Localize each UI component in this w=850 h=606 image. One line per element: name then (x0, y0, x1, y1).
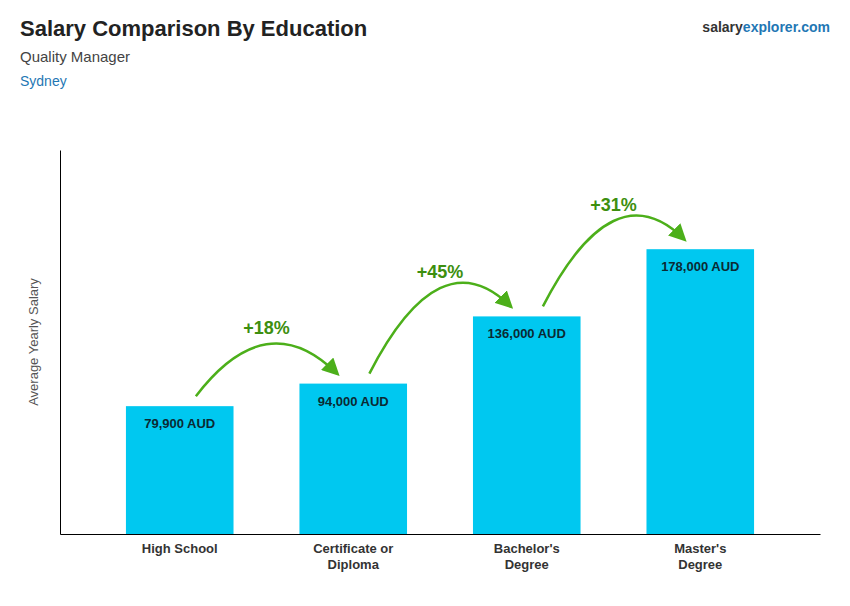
x-tick-label-line: Degree (678, 557, 722, 572)
data-label: 178,000 AUD (661, 259, 739, 274)
data-label: 136,000 AUD (488, 326, 566, 341)
y-axis-label: Average Yearly Salary (26, 278, 41, 406)
watermark-text: salary (702, 19, 743, 35)
change-arrows: +18% +45% +31% (196, 195, 684, 396)
x-tick: Master'sDegree (674, 541, 726, 572)
x-tick-label-line: Bachelor's (494, 541, 560, 556)
bar (126, 406, 234, 534)
watermark: salaryexplorer.com (702, 19, 830, 35)
change-arrow (196, 343, 337, 396)
bars (126, 249, 754, 534)
title: Salary Comparison By Education (20, 16, 367, 41)
x-axis-line (61, 534, 821, 535)
x-axis: High School Certificate orDiploma Bachelor… (61, 535, 821, 572)
x-tick-label: Bachelor'sDegree (494, 541, 560, 572)
x-tick: Certificate orDiploma (313, 541, 393, 572)
x-tick-label: High School (142, 541, 218, 556)
subtitle: Quality Manager (20, 48, 130, 65)
x-tick-label-line: Degree (505, 557, 549, 572)
change-label: +31% (590, 195, 637, 215)
annotation: Sydney (20, 73, 67, 89)
data-labels: 79,900 AUD 94,000 AUD 136,000 AUD 178,000 A… (144, 259, 739, 431)
chart: Salary Comparison By Education Quality Ma… (0, 0, 850, 606)
plot: High School Certificate orDiploma Bachelor… (61, 151, 821, 572)
change-arrow (543, 216, 684, 307)
x-tick-label: Master'sDegree (674, 541, 726, 572)
bar (646, 249, 754, 534)
x-tick-label: Certificate orDiploma (313, 541, 393, 572)
x-tick: Bachelor'sDegree (494, 541, 560, 572)
y-axis-line (60, 151, 61, 535)
change-label: +18% (243, 318, 290, 338)
data-label: 79,900 AUD (144, 416, 215, 431)
x-tick-label-line: Certificate or (313, 541, 393, 556)
change-label: +45% (417, 262, 464, 282)
y-axis (60, 151, 61, 535)
watermark-text: explorer.com (743, 19, 830, 35)
bar (473, 316, 581, 534)
change-arrow (369, 283, 510, 374)
x-tick-label-line: Master's (674, 541, 726, 556)
bar (299, 384, 407, 534)
x-tick-label-line: High School (142, 541, 218, 556)
data-label: 94,000 AUD (318, 394, 389, 409)
x-tick: High School (142, 541, 218, 556)
x-tick-label-line: Diploma (328, 557, 380, 572)
